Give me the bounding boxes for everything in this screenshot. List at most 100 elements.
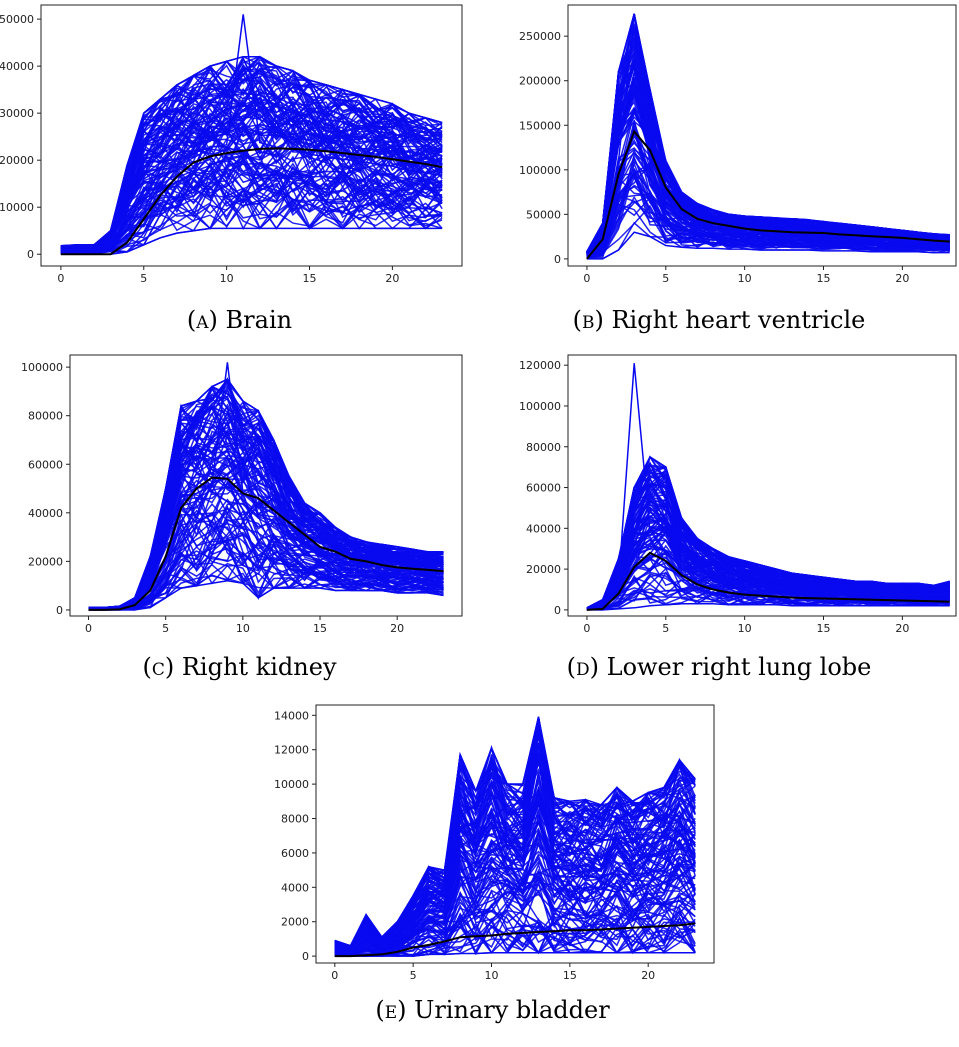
trace-upper-envelope xyxy=(88,378,444,609)
y-tick-label: 14000 xyxy=(274,709,309,722)
x-tick-label: 10 xyxy=(236,622,250,635)
y-tick-label: 30000 xyxy=(0,107,34,120)
caption-tag-e: (e) xyxy=(375,996,407,1024)
trace-line xyxy=(60,102,443,249)
trace-line xyxy=(586,518,950,610)
x-tick-label: 0 xyxy=(57,272,64,285)
x-tick-label: 20 xyxy=(641,969,655,982)
plot-border-a xyxy=(40,4,463,267)
trace-upper-envelope xyxy=(334,716,696,947)
trace-lower-envelope xyxy=(60,227,443,255)
y-tick-label: 10000 xyxy=(0,201,34,214)
trace-upper-envelope xyxy=(586,13,950,253)
y-tick-label: 100000 xyxy=(519,164,561,177)
trace-line xyxy=(60,147,443,252)
trace-line xyxy=(586,185,950,258)
trace-line xyxy=(334,790,696,952)
y-tick-label: 10000 xyxy=(274,778,309,791)
caption-b: (b) Right heart ventricle xyxy=(479,306,959,334)
y-tick-label: 60000 xyxy=(526,482,561,495)
trace-outlier xyxy=(586,363,950,610)
trace-line xyxy=(88,542,444,611)
trace-line xyxy=(88,407,444,609)
trace-lower-envelope xyxy=(334,951,696,957)
x-tick-label: 20 xyxy=(895,272,909,285)
y-tick-label: 0 xyxy=(554,604,561,617)
x-tick-label: 15 xyxy=(303,272,317,285)
chart-svg-d: 0 5 10 15 20 0 20000 40000 60000 80000 100000 12000… xyxy=(519,354,957,635)
trace-line xyxy=(586,62,950,255)
caption-d: (d) Lower right lung lobe xyxy=(479,653,959,681)
trace-line xyxy=(60,164,443,254)
caption-tag-b: (b) xyxy=(572,306,604,334)
trace-line xyxy=(586,81,950,255)
trace-line xyxy=(88,519,444,611)
trace-line xyxy=(334,866,696,955)
y-tick-label: 20000 xyxy=(526,563,561,576)
chart-panel-a: 0 5 10 15 20 0 10000 20000 30000 40000 50000 (a) B… xyxy=(0,0,479,340)
trace-line xyxy=(334,809,696,951)
y-tick-label: 60000 xyxy=(28,458,63,471)
chart-svg-b: 0 5 10 15 20 0 50000 100000 150000 200000 250000 xyxy=(519,4,957,285)
y-tick-label: 20000 xyxy=(0,154,34,167)
chart-panel-e: 0 5 10 15 20 0 2000 4000 6000 8000 10000 12000 14000… xyxy=(255,700,730,1047)
y-tick-label: 6000 xyxy=(281,847,309,860)
trace-line xyxy=(60,158,443,254)
y-tick-label: 2000 xyxy=(281,916,309,929)
y-tick-label: 4000 xyxy=(281,881,309,894)
x-tick-label: 5 xyxy=(410,969,417,982)
trace-line xyxy=(334,915,696,957)
x-tick-label: 5 xyxy=(662,272,669,285)
y-tick-label: 40000 xyxy=(28,507,63,520)
x-tick-label: 5 xyxy=(162,622,169,635)
trace-line xyxy=(334,791,696,950)
trace-line xyxy=(60,188,443,255)
x-tick-label: 20 xyxy=(895,622,909,635)
chart-panel-d: 0 5 10 15 20 0 20000 40000 60000 80000 100000 12000… xyxy=(479,345,959,693)
caption-tag-d: (d) xyxy=(566,653,599,681)
trace-lower-envelope xyxy=(586,603,950,611)
caption-tag-a: (a) xyxy=(186,306,218,334)
x-tick-label: 5 xyxy=(662,622,669,635)
y-tick-label: 20000 xyxy=(28,555,63,568)
y-tick-label: 80000 xyxy=(28,410,63,423)
trace-line xyxy=(586,203,950,259)
x-tick-label: 5 xyxy=(140,272,147,285)
mean-line-c xyxy=(88,476,444,611)
mean-line-d xyxy=(586,551,950,611)
trace-line xyxy=(88,415,444,610)
x-tick-label: 10 xyxy=(738,622,752,635)
x-tick-label: 20 xyxy=(390,622,404,635)
chart-panel-b: 0 5 10 15 20 0 50000 100000 150000 200000 250000 (… xyxy=(479,0,959,340)
y-tick-label: 50000 xyxy=(0,13,34,26)
y-tick-label: 250000 xyxy=(519,30,561,43)
traces-e xyxy=(334,716,696,957)
y-tick-label: 12000 xyxy=(274,744,309,757)
x-tick-label: 0 xyxy=(583,272,590,285)
trace-line xyxy=(334,735,696,949)
trace-lower-envelope xyxy=(88,580,444,611)
trace-line xyxy=(586,511,950,610)
y-tick-label: 50000 xyxy=(526,208,561,221)
trace-lower-envelope xyxy=(586,231,950,260)
chart-svg-e: 0 5 10 15 20 0 2000 4000 6000 8000 10000 12000 14000 xyxy=(274,704,715,982)
mean-line-a xyxy=(60,147,443,256)
plot-border-e xyxy=(315,704,715,964)
x-tick-label: 15 xyxy=(817,272,831,285)
y-tick-label: 0 xyxy=(554,253,561,266)
chart-panel-c: 0 5 10 15 20 0 20000 40000 60000 80000 100000 (c) … xyxy=(0,345,479,693)
trace-line xyxy=(60,185,443,255)
trace-line xyxy=(60,56,443,249)
caption-text-d: Lower right lung lobe xyxy=(606,653,872,681)
y-tick-label: 100000 xyxy=(21,361,63,374)
trace-line xyxy=(586,555,950,610)
y-tick-label: 200000 xyxy=(519,75,561,88)
trace-outlier xyxy=(60,14,443,251)
trace-line xyxy=(88,403,444,610)
y-tick-label: 80000 xyxy=(526,441,561,454)
traces-a xyxy=(60,14,443,255)
caption-tag-c: (c) xyxy=(142,653,175,681)
x-tick-label: 10 xyxy=(484,969,498,982)
trace-line xyxy=(334,731,696,948)
trace-line xyxy=(586,518,950,610)
